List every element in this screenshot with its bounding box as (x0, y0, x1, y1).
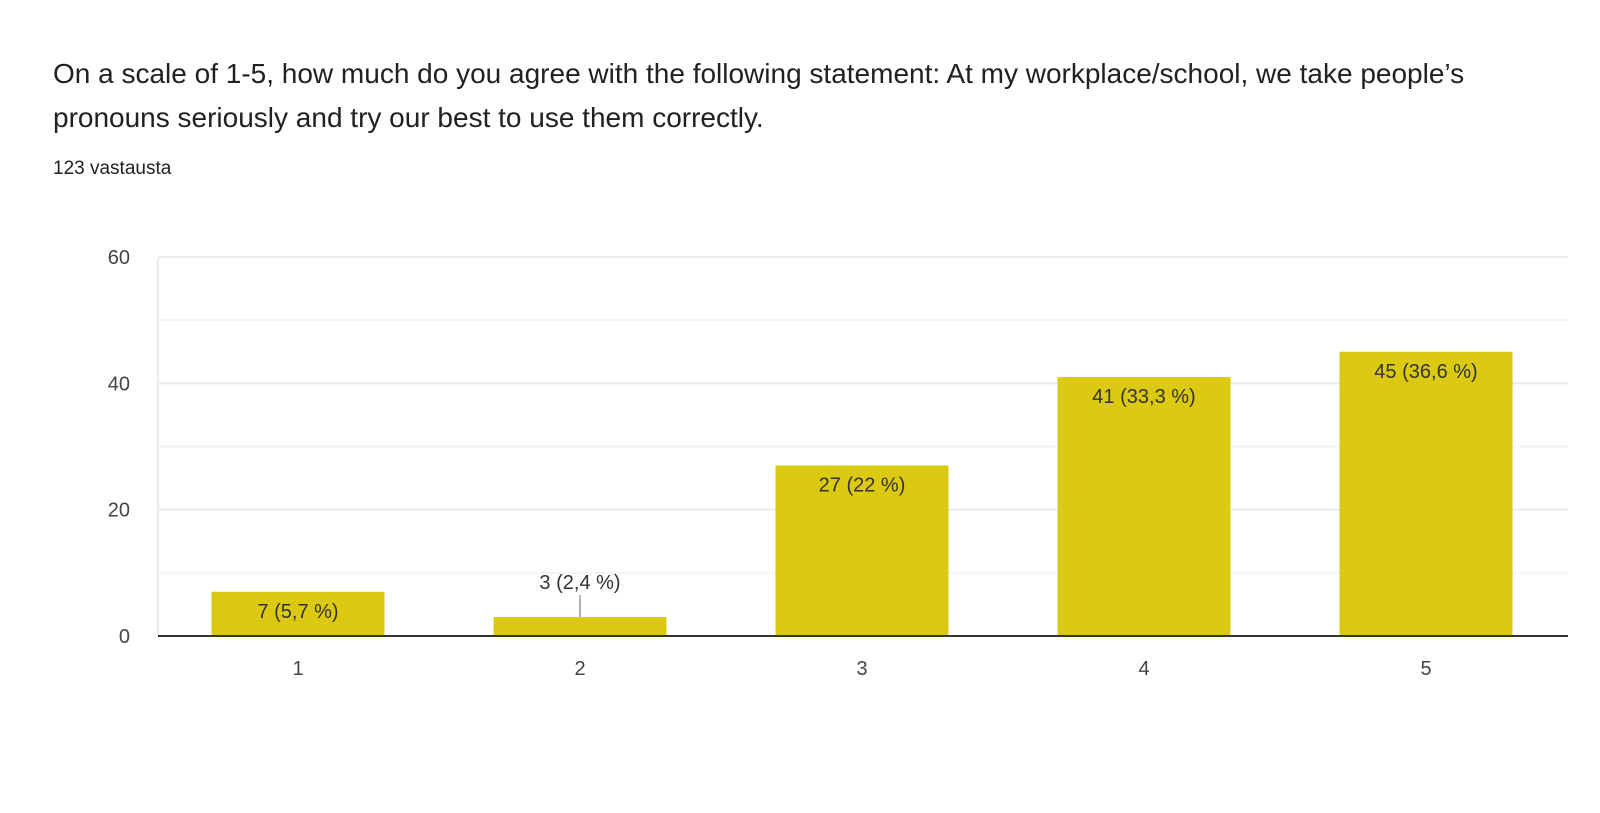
x-tick-label: 1 (292, 658, 303, 680)
data-label: 27 (22 %) (819, 474, 906, 496)
y-tick-label: 40 (108, 373, 130, 395)
bar (1057, 377, 1231, 636)
bar (775, 465, 949, 636)
bar (211, 591, 385, 636)
data-label: 41 (33,3 %) (1092, 386, 1195, 408)
question-title: On a scale of 1-5, how much do you agree… (53, 58, 1465, 133)
response-count: 123 vastausta (53, 158, 172, 179)
y-tick-label: 60 (108, 247, 130, 269)
data-label: 7 (5,7 %) (257, 601, 338, 623)
data-label: 45 (36,6 %) (1374, 361, 1477, 383)
y-tick-label: 0 (119, 626, 130, 648)
y-tick-label: 20 (108, 500, 130, 522)
x-tick-label: 5 (1420, 658, 1431, 680)
bar (1339, 351, 1513, 636)
x-tick-label: 3 (856, 658, 867, 680)
x-tick-label: 4 (1138, 658, 1149, 680)
x-tick-label: 2 (574, 658, 585, 680)
data-label: 3 (2,4 %) (539, 572, 620, 594)
bar (493, 617, 667, 636)
